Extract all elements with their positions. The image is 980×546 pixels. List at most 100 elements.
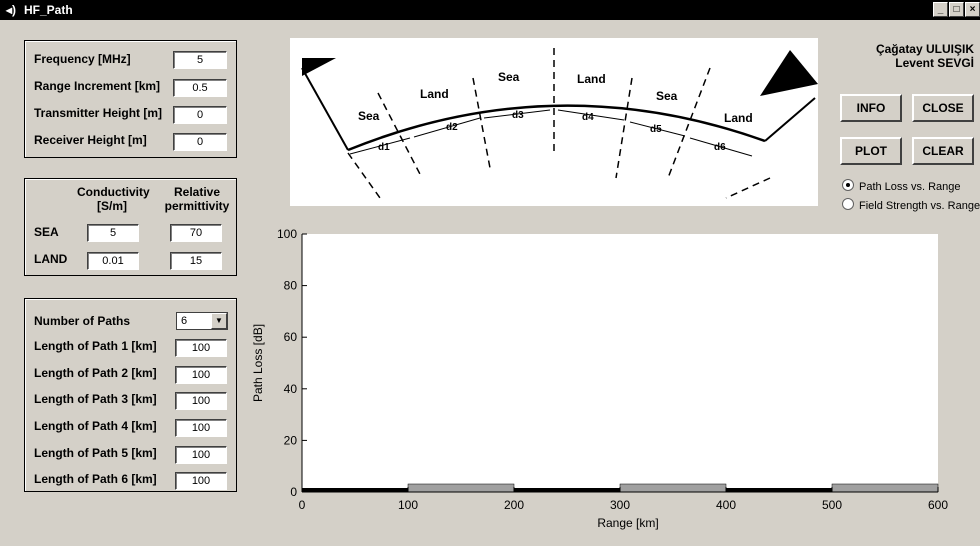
- distance-arrow: [629, 121, 686, 137]
- conductivity-header-2: [S/m]: [97, 199, 127, 213]
- land-permittivity-field[interactable]: 15: [170, 252, 222, 270]
- sea-segment-bar: [726, 488, 832, 492]
- distance-arrow: [349, 137, 411, 155]
- clear-button[interactable]: CLEAR: [912, 137, 974, 165]
- path-length-label-4: Length of Path 4 [km]: [34, 419, 157, 433]
- segment-label-1: Sea: [358, 109, 380, 123]
- sea-permittivity-field[interactable]: 70: [170, 224, 222, 242]
- num-paths-dropdown[interactable]: 6 ▼: [176, 312, 228, 330]
- path-length-label-1: Length of Path 1 [km]: [34, 339, 157, 353]
- info-button[interactable]: INFO: [840, 94, 902, 122]
- plot-area: [302, 234, 938, 492]
- sea-conductivity-field[interactable]: 5: [87, 224, 139, 242]
- land-conductivity-field[interactable]: 0.01: [87, 252, 139, 270]
- boundary-line: [667, 67, 711, 179]
- range-increment-field[interactable]: 0.5: [173, 79, 227, 97]
- num-paths-value: 6: [181, 315, 188, 327]
- tx-height-field[interactable]: 0: [173, 106, 227, 124]
- distance-label-6: d6: [714, 142, 726, 153]
- path-length-field-3[interactable]: 100: [175, 392, 227, 410]
- y-tick-label: 80: [284, 279, 298, 293]
- rx-height-field[interactable]: 0: [173, 133, 227, 151]
- path-length-field-5[interactable]: 100: [175, 446, 227, 464]
- receiver-antenna-icon: [760, 50, 818, 96]
- distance-label-1: d1: [378, 142, 390, 153]
- radio-unselected-icon[interactable]: [842, 198, 854, 210]
- distance-arrow: [689, 137, 753, 157]
- frequency-label: Frequency [MHz]: [34, 52, 131, 66]
- sea-segment-bar: [514, 488, 620, 492]
- segment-label-5: Sea: [656, 89, 678, 103]
- sea-label: SEA: [34, 225, 59, 239]
- segment-label-6: Land: [724, 111, 753, 125]
- x-tick-label: 300: [610, 498, 630, 512]
- paths-panel: Number of Paths 6 ▼ Length of Path 1 [km…: [24, 298, 237, 492]
- close-window-button[interactable]: ×: [965, 2, 980, 17]
- y-tick-label: 20: [284, 433, 298, 447]
- segment-label-4: Land: [577, 72, 606, 86]
- path-length-field-2[interactable]: 100: [175, 366, 227, 384]
- x-tick-label: 600: [928, 498, 948, 512]
- land-segment-bar: [619, 483, 727, 493]
- receiver-mast: [764, 97, 816, 142]
- author-name-2: Levent SEVGİ: [895, 56, 974, 70]
- distance-label-5: d5: [650, 124, 662, 135]
- path-length-field-6[interactable]: 100: [175, 472, 227, 490]
- conductivity-header-1: Conductivity: [77, 185, 150, 199]
- minimize-button[interactable]: _: [933, 2, 948, 17]
- field-strength-radio[interactable]: Field Strength vs. Range: [842, 198, 980, 212]
- boundary-line: [615, 77, 633, 179]
- frequency-field[interactable]: 5: [173, 51, 227, 69]
- sea-segment-bar: [302, 488, 408, 492]
- segment-label-3: Sea: [498, 70, 520, 84]
- x-tick-label: 500: [822, 498, 842, 512]
- land-segment-bar: [831, 483, 939, 493]
- x-tick-label: 100: [398, 498, 418, 512]
- x-tick-label: 0: [299, 498, 306, 512]
- distance-arrow: [483, 109, 551, 119]
- x-tick-label: 200: [504, 498, 524, 512]
- author-name-1: Çağatay ULUIŞIK: [875, 42, 974, 56]
- maximize-button[interactable]: □: [949, 2, 964, 17]
- window-title: HF_Path: [24, 3, 73, 17]
- distance-label-3: d3: [512, 110, 524, 121]
- tx-height-label: Transmitter Height [m]: [34, 106, 163, 120]
- distance-label-2: d2: [446, 122, 458, 133]
- transmitter-mast: [301, 67, 349, 151]
- path-length-field-4[interactable]: 100: [175, 419, 227, 437]
- plot-button[interactable]: PLOT: [840, 137, 902, 165]
- y-tick-label: 60: [284, 330, 298, 344]
- path-length-field-1[interactable]: 100: [175, 339, 227, 357]
- app-icon: ◂): [6, 3, 17, 17]
- params-panel: Frequency [MHz] 5 Range Increment [km] 0…: [24, 40, 237, 158]
- y-tick-label: 40: [284, 382, 298, 396]
- y-axis-label: Path Loss [dB]: [251, 324, 265, 402]
- radio-selected-icon[interactable]: [842, 179, 854, 191]
- boundary-line: [347, 152, 381, 199]
- mixed-path-diagram: Sea Land Sea Land Sea Land d1 d2 d3 d4 d…: [290, 38, 818, 206]
- boundary-line: [377, 92, 423, 179]
- x-tick-label: 400: [716, 498, 736, 512]
- land-label: LAND: [34, 252, 68, 266]
- distance-arrow: [413, 117, 481, 138]
- x-axis-label: Range [km]: [597, 516, 658, 530]
- path-loss-radio-label: Path Loss vs. Range: [859, 181, 961, 193]
- permittivity-header-1: Relative: [173, 185, 221, 199]
- path-loss-chart: 0 20 40 60 80 100 0 100 200 300 400 500 600 Range […: [251, 227, 948, 530]
- land-segment-bar: [407, 483, 515, 493]
- num-paths-label: Number of Paths: [34, 314, 131, 328]
- earth-surface-curve: [347, 104, 766, 152]
- segment-label-2: Land: [420, 87, 449, 101]
- path-loss-radio[interactable]: Path Loss vs. Range: [842, 179, 961, 193]
- boundary-line: [472, 77, 491, 169]
- field-strength-radio-label: Field Strength vs. Range: [859, 200, 980, 212]
- chevron-down-icon[interactable]: ▼: [211, 313, 227, 329]
- close-button[interactable]: CLOSE: [912, 94, 974, 122]
- y-tick-label: 0: [290, 485, 297, 499]
- distance-label-4: d4: [582, 112, 594, 123]
- title-bar: ◂) HF_Path _ □ ×: [0, 0, 980, 20]
- path-length-label-3: Length of Path 3 [km]: [34, 392, 157, 406]
- range-increment-label: Range Increment [km]: [34, 79, 161, 93]
- path-length-label-5: Length of Path 5 [km]: [34, 446, 157, 460]
- path-length-label-2: Length of Path 2 [km]: [34, 366, 157, 380]
